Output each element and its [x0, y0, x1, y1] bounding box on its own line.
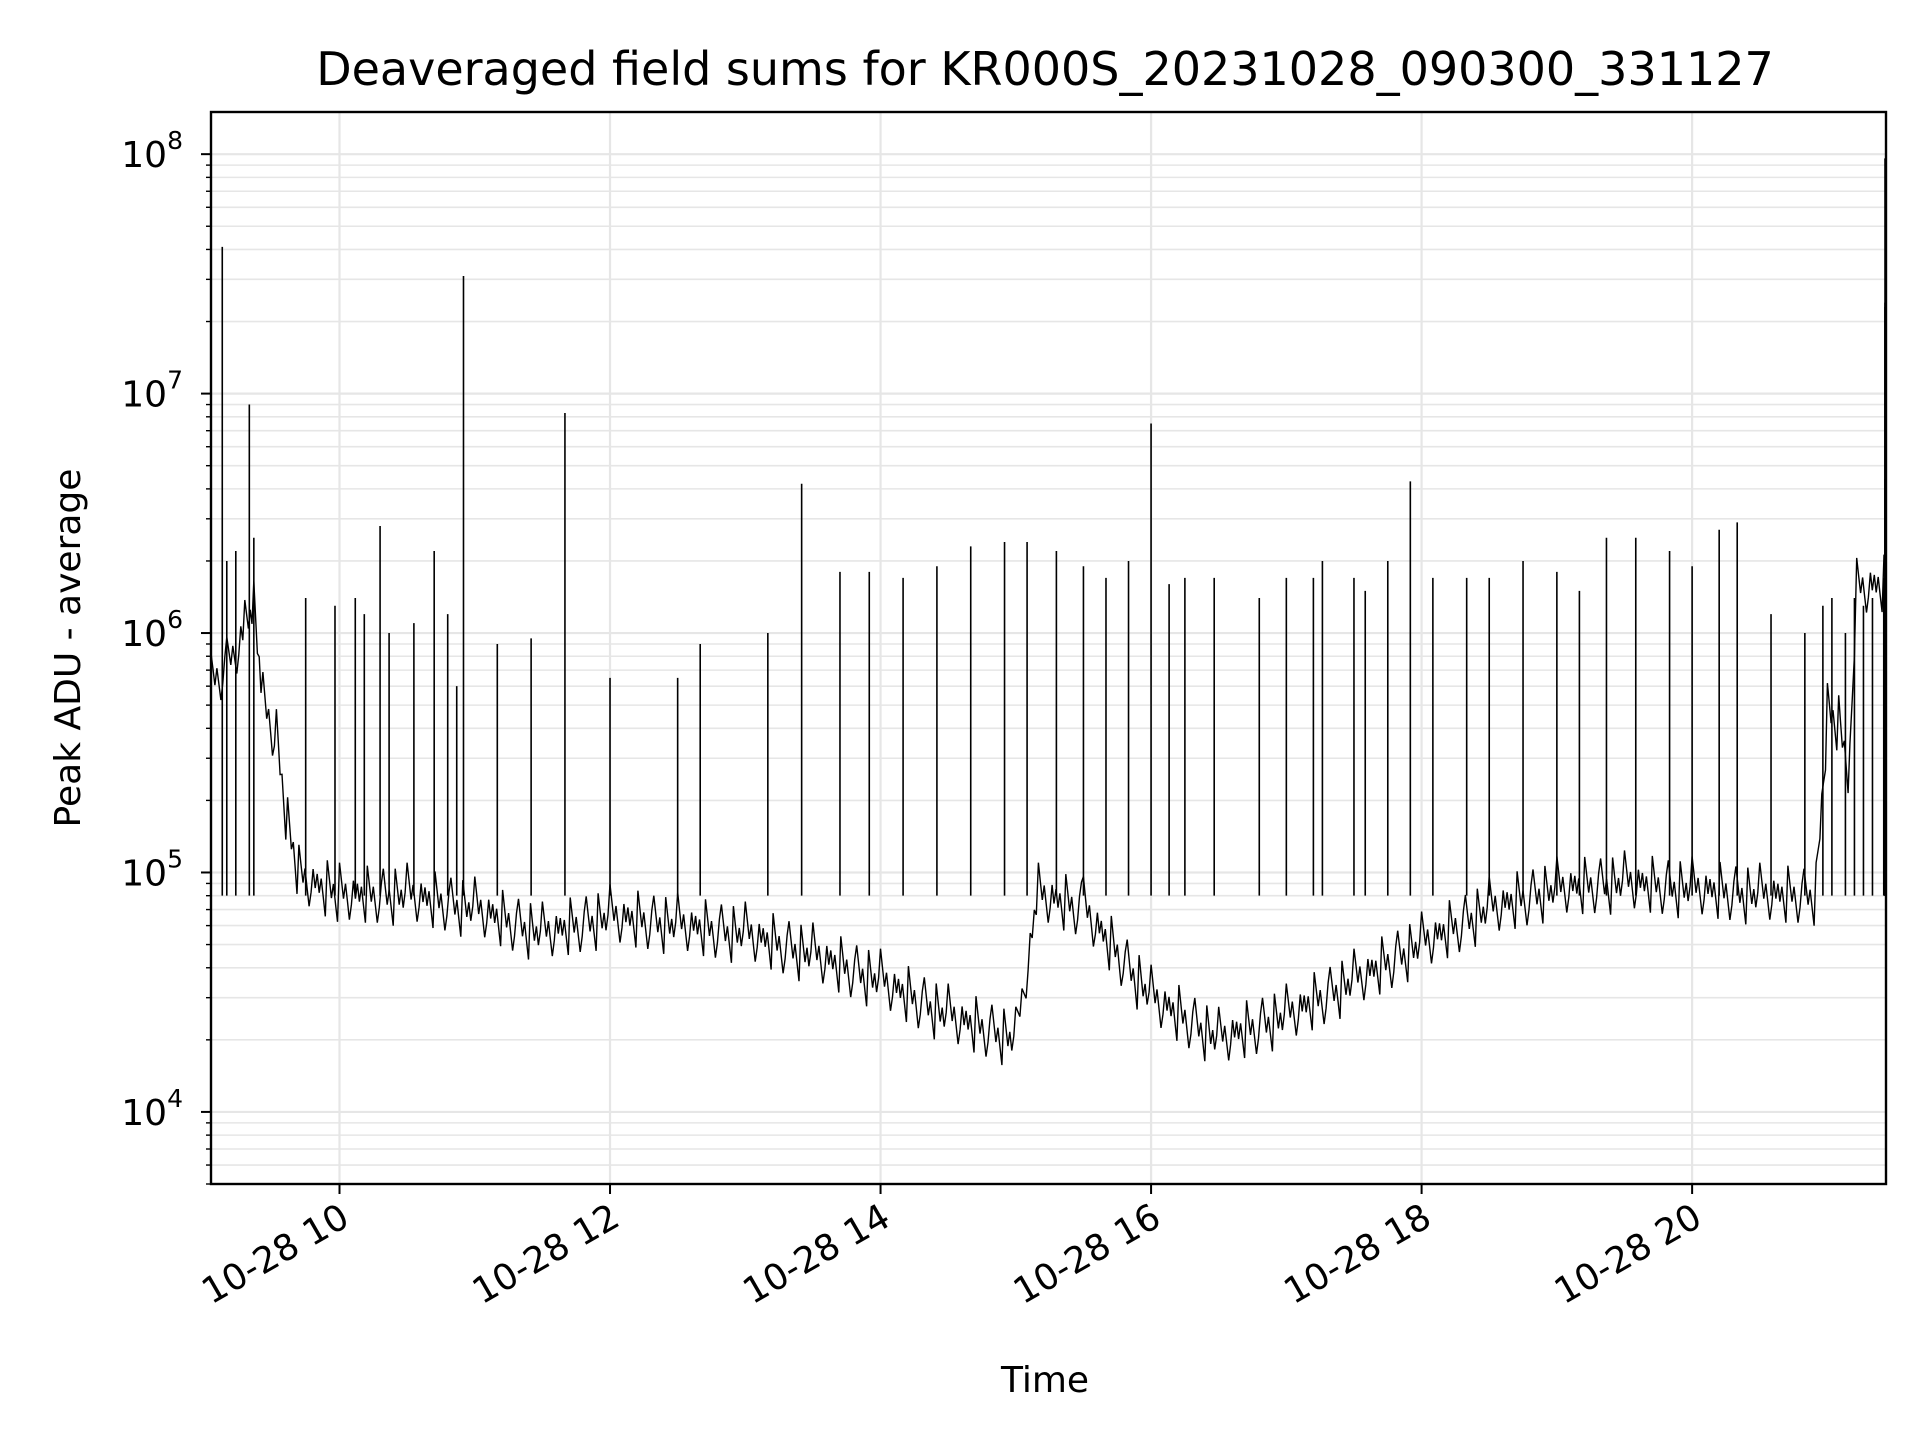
- y-tick-label: 108: [121, 126, 183, 176]
- y-tick-label: 104: [121, 1084, 183, 1134]
- chart-title: Deaveraged field sums for KR000S_2023102…: [316, 42, 1774, 96]
- y-axis: 104 105 106 107 108: [121, 126, 211, 1185]
- y-axis-label: Peak ADU - average: [48, 469, 89, 828]
- plot-frame: [209, 110, 1888, 1186]
- series-line: [210, 554, 1887, 1066]
- y-tick-label: 105: [121, 844, 183, 894]
- y-tick-label: 107: [121, 366, 183, 416]
- y-tick-label: 106: [121, 605, 183, 655]
- x-axis-label: Time: [1000, 1360, 1089, 1401]
